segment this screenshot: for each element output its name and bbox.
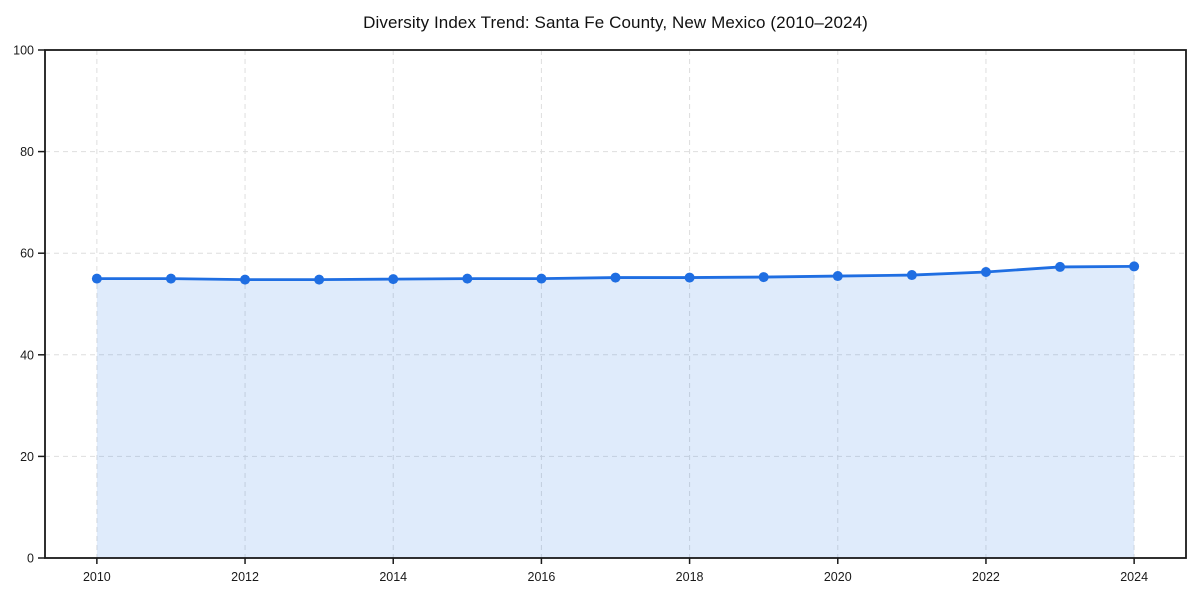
x-axis-tick-label: 2010 xyxy=(83,570,111,584)
data-point xyxy=(314,274,325,285)
data-point xyxy=(388,274,399,285)
x-axis-tick-label: 2018 xyxy=(676,570,704,584)
x-axis-tick-label: 2020 xyxy=(824,570,852,584)
chart-title: Diversity Index Trend: Santa Fe County, … xyxy=(363,13,868,32)
x-axis-tick-label: 2024 xyxy=(1120,570,1148,584)
data-point xyxy=(165,273,176,284)
x-axis-tick-label: 2012 xyxy=(231,570,259,584)
data-point xyxy=(610,272,621,283)
area-fill xyxy=(96,266,1135,558)
data-point xyxy=(832,271,843,282)
data-point xyxy=(462,273,473,284)
y-axis-tick-label: 0 xyxy=(27,552,34,566)
data-point xyxy=(906,270,917,281)
y-axis-tick-label: 100 xyxy=(13,44,34,58)
data-point xyxy=(758,272,769,283)
data-point xyxy=(1055,261,1066,272)
data-point xyxy=(980,266,991,277)
y-axis-tick-label: 60 xyxy=(20,247,34,261)
x-axis-tick-label: 2014 xyxy=(379,570,407,584)
plot-background xyxy=(45,50,1186,558)
plot-border xyxy=(44,49,1187,559)
y-axis-tick-label: 20 xyxy=(20,450,34,464)
data-point xyxy=(240,274,251,285)
y-axis-tick-label: 40 xyxy=(20,348,34,362)
data-point xyxy=(684,272,695,283)
y-axis-tick-label: 80 xyxy=(20,145,34,159)
data-point xyxy=(91,273,102,284)
data-point xyxy=(536,273,547,284)
x-axis-tick-label: 2022 xyxy=(972,570,1000,584)
x-axis-tick-label: 2016 xyxy=(528,570,556,584)
data-point xyxy=(1129,261,1140,272)
